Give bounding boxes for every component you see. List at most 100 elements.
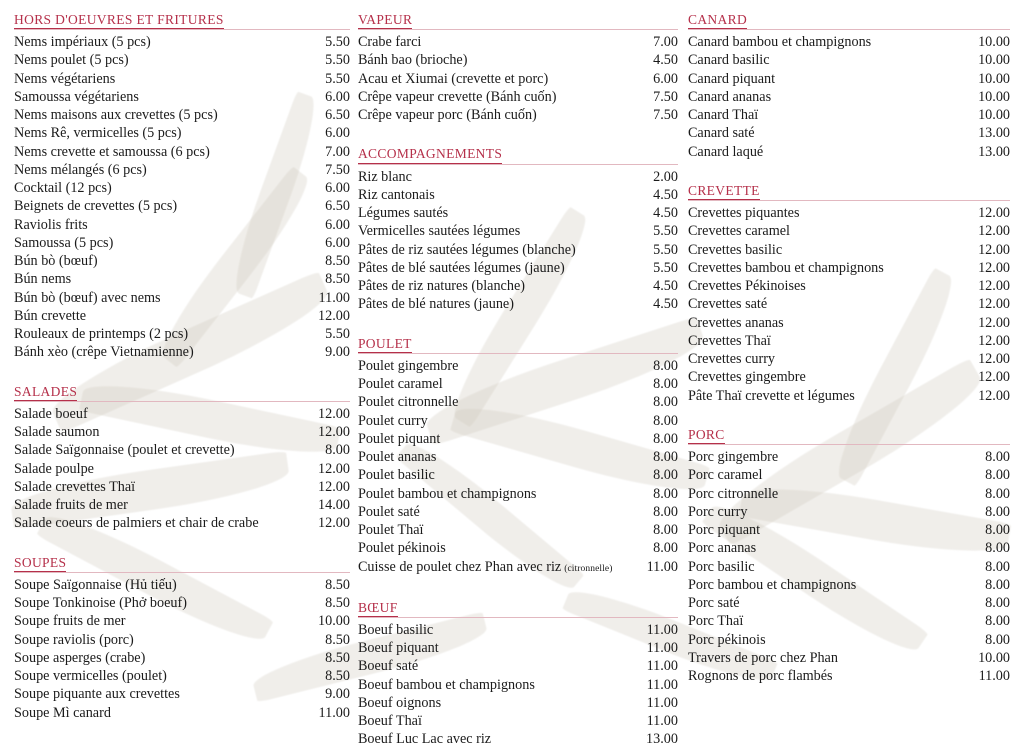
menu-item-name: Porc ananas bbox=[688, 539, 956, 557]
menu-item: Canard piquant 10.00 bbox=[688, 70, 1010, 88]
menu-item-price: 10.00 bbox=[978, 52, 1010, 69]
menu-item-name: Soupe asperges (crabe) bbox=[14, 649, 296, 667]
menu-item-name: Bánh bao (brioche) bbox=[358, 51, 624, 69]
menu-item-price: 8.00 bbox=[653, 394, 678, 411]
section-title: VAPEUR bbox=[357, 12, 413, 30]
menu-item-label: Soupe piquante aux crevettes bbox=[14, 686, 180, 703]
menu-item: Nems mélangés (6 pcs) 7.50 bbox=[14, 161, 350, 179]
menu-item: Crevettes bambou et champignons 12.00 bbox=[688, 259, 1010, 277]
menu-item-label: Bún crevette bbox=[14, 307, 87, 324]
menu-item-name: Crabe farci bbox=[358, 33, 624, 51]
menu-item-label: Salade fruits de mer bbox=[14, 497, 128, 514]
menu-item-label: Crevettes Thaï bbox=[687, 332, 771, 349]
menu-item-name: Salade crevettes Thaï bbox=[14, 478, 296, 496]
menu-item-label: Nems maisons aux crevettes (5 pcs) bbox=[14, 107, 218, 124]
menu-item-price: 13.00 bbox=[978, 143, 1010, 160]
menu-item-price: 6.00 bbox=[325, 180, 350, 197]
menu-item-price: 12.00 bbox=[978, 223, 1010, 240]
menu-item-name: Salade fruits de mer bbox=[14, 496, 296, 514]
menu-item-price: 8.50 bbox=[325, 271, 350, 288]
menu-item-label: Salade saumon bbox=[14, 424, 100, 441]
menu-item-name: Nems mélangés (6 pcs) bbox=[14, 161, 296, 179]
menu-item: Crevettes ananas 12.00 bbox=[688, 314, 1010, 332]
menu-item-price: 7.00 bbox=[325, 143, 350, 160]
menu-item: Bún crevette 12.00 bbox=[14, 307, 350, 325]
section-divider bbox=[357, 352, 678, 354]
menu-item-price: 8.50 bbox=[325, 595, 350, 612]
menu-item-price: 7.50 bbox=[653, 107, 678, 124]
menu-item: Acau et Xiumai (crevette et porc) 6.00 bbox=[358, 70, 678, 88]
menu-item-price: 6.50 bbox=[325, 107, 350, 124]
menu-item: Canard basilic 10.00 bbox=[688, 51, 1010, 69]
menu-item-name: Poulet ananas bbox=[358, 448, 624, 466]
menu-item-name: Bún bò (bœuf) bbox=[14, 252, 296, 270]
menu-item-price: 8.00 bbox=[985, 631, 1010, 648]
menu-item-price: 13.00 bbox=[646, 731, 678, 748]
menu-item-price: 14.00 bbox=[318, 497, 350, 514]
menu-item-label: Bún bò (bœuf) bbox=[14, 253, 98, 270]
menu-item: Boeuf bambou et champignons 11.00 bbox=[358, 676, 678, 694]
menu-item: Rognons de porc flambés 11.00 bbox=[688, 667, 1010, 685]
menu-item-label: Porc ananas bbox=[687, 540, 757, 557]
menu-item-price: 10.00 bbox=[978, 88, 1010, 105]
section-divider bbox=[14, 571, 350, 573]
menu-item: Crevettes Pékinoises 12.00 bbox=[688, 277, 1010, 295]
menu-item-label: Canard saté bbox=[687, 125, 755, 142]
menu-item-price: 8.00 bbox=[653, 412, 678, 429]
menu-item-label: Poulet gingembre bbox=[357, 357, 459, 374]
menu-item-label: Porc Thaï bbox=[687, 613, 744, 630]
menu-item: Porc piquant 8.00 bbox=[688, 521, 1010, 539]
menu-item-price: 8.50 bbox=[325, 649, 350, 666]
menu-item-name: Salade coeurs de palmiers et chair de cr… bbox=[14, 514, 296, 532]
menu-item: Samoussa végétariens 6.00 bbox=[14, 88, 350, 106]
menu-item: Pâtes de riz natures (blanche) 4.50 bbox=[358, 277, 678, 295]
menu-item-label: Raviolis frits bbox=[14, 216, 88, 233]
menu-item-label: Boeuf piquant bbox=[357, 640, 439, 657]
menu-item-name: Poulet saté bbox=[358, 503, 624, 521]
menu-item-label: Bún nems bbox=[14, 271, 72, 288]
menu-item-price: 10.00 bbox=[978, 70, 1010, 87]
menu-item-name: Soupe piquante aux crevettes bbox=[14, 685, 296, 703]
menu-item-list: Riz blanc 2.00 Riz cantonais 4.50 Légumes sa… bbox=[358, 168, 678, 314]
menu-item-price: 5.50 bbox=[653, 259, 678, 276]
menu-item-price: 11.00 bbox=[646, 621, 678, 638]
menu-item-label: Canard Thaï bbox=[687, 107, 759, 124]
menu-item: Porc caramel 8.00 bbox=[688, 466, 1010, 484]
menu-item: Crêpe vapeur crevette (Bánh cuốn) 7.50 bbox=[358, 88, 678, 106]
menu-item-label: Poulet caramel bbox=[357, 376, 443, 393]
section-title: CANARD bbox=[687, 12, 748, 30]
menu-item: Salade crevettes Thaï 12.00 bbox=[14, 478, 350, 496]
menu-item-name: Poulet piquant bbox=[358, 430, 624, 448]
menu-item-price: 6.00 bbox=[325, 234, 350, 251]
menu-item: Nems poulet (5 pcs) 5.50 bbox=[14, 51, 350, 69]
menu-item-label: Nems impériaux (5 pcs) bbox=[14, 34, 151, 51]
menu-item: Boeuf saté 11.00 bbox=[358, 657, 678, 675]
menu-item: Travers de porc chez Phan 10.00 bbox=[688, 649, 1010, 667]
menu-item: Crevettes Thaï 12.00 bbox=[688, 332, 1010, 350]
menu-item-price: 12.00 bbox=[318, 424, 350, 441]
menu-item-price: 11.00 bbox=[646, 640, 678, 657]
menu-item-price: 8.00 bbox=[653, 376, 678, 393]
menu-item-label: Crêpe vapeur porc (Bánh cuốn) bbox=[357, 107, 537, 124]
menu-item-name: Pâtes de riz sautées légumes (blanche) bbox=[358, 241, 624, 259]
menu-item-label: Salade crevettes Thaï bbox=[14, 478, 136, 495]
menu-item-price: 8.50 bbox=[325, 576, 350, 593]
menu-item-label: Salade coeurs de palmiers et chair de cr… bbox=[14, 515, 259, 532]
menu-item: Nems impériaux (5 pcs) 5.50 bbox=[14, 33, 350, 51]
menu-item-label: Crevettes curry bbox=[687, 351, 776, 368]
menu-item-price: 7.50 bbox=[325, 161, 350, 178]
menu-item-price: 12.00 bbox=[978, 369, 1010, 386]
menu-section-hors-d-oeuvres-et-fritures: HORS D'OEUVRES ET FRITURES Nems impériaux… bbox=[14, 11, 350, 362]
menu-item-price: 2.00 bbox=[653, 168, 678, 185]
menu-item: Soupe fruits de mer 10.00 bbox=[14, 612, 350, 630]
menu-item-label: Canard bambou et champignons bbox=[687, 34, 872, 51]
menu-item-label: Vermicelles sautées légumes bbox=[357, 223, 521, 240]
menu-item: Riz cantonais 4.50 bbox=[358, 186, 678, 204]
menu-item: Poulet Thaï 8.00 bbox=[358, 521, 678, 539]
menu-item-label: Poulet piquant bbox=[357, 430, 441, 447]
menu-item-price: 8.00 bbox=[653, 540, 678, 557]
menu-item: Poulet citronnelle 8.00 bbox=[358, 393, 678, 411]
menu-item-price: 8.00 bbox=[985, 449, 1010, 466]
menu-item-name: Porc curry bbox=[688, 503, 956, 521]
menu-item-price: 5.50 bbox=[325, 326, 350, 343]
